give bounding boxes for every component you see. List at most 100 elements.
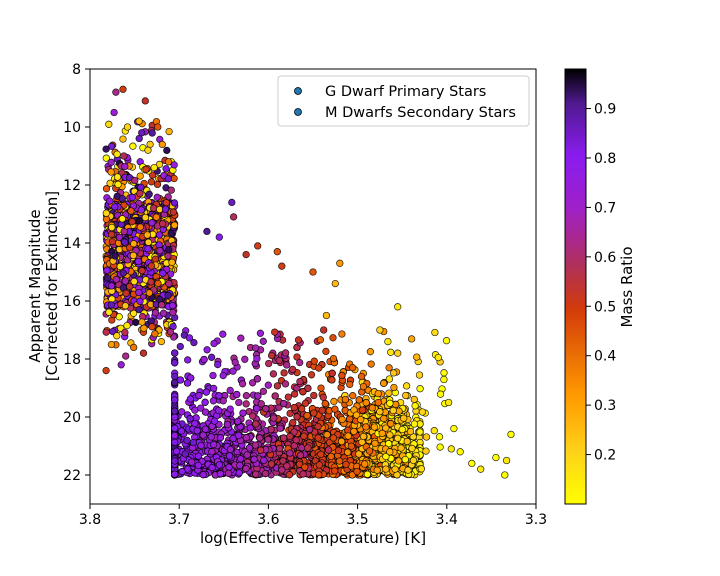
m-dwarf-point	[418, 408, 427, 416]
g-dwarf-point	[130, 343, 138, 352]
m-dwarf-point	[410, 395, 418, 404]
m-dwarf-point	[171, 424, 179, 432]
m-dwarf-point	[202, 388, 210, 396]
m-dwarf-point	[334, 446, 343, 455]
g-dwarf-point	[144, 146, 152, 154]
y-tick-label: 10	[63, 120, 81, 136]
m-dwarf-point	[273, 248, 281, 256]
g-dwarf-point	[165, 127, 173, 136]
x-tick-label: 3.6	[257, 512, 279, 528]
m-dwarf-point	[501, 471, 509, 479]
g-dwarf-point	[119, 135, 127, 143]
m-dwarf-point	[225, 463, 233, 471]
m-dwarf-point	[238, 380, 247, 388]
m-dwarf-point	[215, 406, 223, 415]
m-dwarf-point	[440, 375, 448, 384]
y-tick-label: 8	[72, 62, 81, 78]
m-dwarf-point	[219, 330, 227, 338]
m-dwarf-point	[402, 391, 410, 400]
y-tick-label: 12	[63, 178, 81, 194]
m-dwarf-point	[416, 385, 424, 393]
m-dwarf-point	[271, 392, 279, 400]
m-dwarf-point	[252, 420, 260, 428]
m-dwarf-point	[231, 358, 239, 366]
g-dwarf-point	[164, 175, 173, 183]
m-dwarf-point	[278, 262, 286, 270]
g-dwarf-point	[168, 301, 177, 310]
m-dwarf-point	[225, 452, 234, 460]
g-dwarf-point	[123, 123, 132, 131]
m-dwarf-point	[233, 390, 241, 399]
m-dwarf-point	[300, 432, 308, 440]
m-dwarf-point	[357, 372, 366, 381]
m-dwarf-point	[207, 433, 215, 441]
m-dwarf-point	[210, 440, 218, 449]
m-dwarf-point	[276, 424, 284, 432]
g-dwarf-point	[153, 193, 161, 201]
m-dwarf-point	[398, 425, 406, 434]
m-dwarf-point	[366, 348, 375, 356]
m-dwarf-point	[228, 198, 236, 207]
m-dwarf-point	[447, 445, 455, 453]
m-dwarf-point	[350, 427, 358, 436]
m-dwarf-point	[444, 398, 453, 407]
m-dwarf-point	[275, 356, 283, 365]
m-dwarf-point	[402, 382, 411, 390]
m-dwarf-point	[171, 470, 179, 478]
m-dwarf-point	[378, 429, 386, 437]
m-dwarf-point	[261, 469, 270, 478]
y-tick-label: 18	[63, 352, 81, 368]
m-dwarf-point	[171, 413, 179, 421]
g-dwarf-point	[105, 120, 113, 128]
m-dwarf-point	[219, 397, 227, 405]
m-dwarf-point	[256, 446, 265, 454]
m-dwarf-point	[413, 353, 421, 361]
m-dwarf-point	[216, 434, 225, 442]
x-tick-label: 3.8	[79, 512, 101, 528]
m-dwarf-point	[431, 328, 439, 337]
colorbar-tick-label: 0.3	[594, 398, 616, 414]
m-dwarf-point	[322, 311, 331, 320]
m-dwarf-point	[394, 303, 402, 311]
m-dwarf-point	[298, 405, 306, 413]
m-dwarf-point	[411, 402, 419, 410]
g-dwarf-point	[141, 97, 149, 105]
colorbar-tick-label: 0.7	[594, 200, 616, 216]
m-dwarf-point	[252, 470, 260, 478]
m-dwarf-point	[186, 395, 195, 403]
g-dwarf-point	[102, 185, 111, 193]
m-dwarf-point	[285, 471, 294, 479]
m-dwarf-point	[347, 442, 356, 450]
m-dwarf-point	[281, 380, 290, 388]
m-dwarf-point	[353, 467, 361, 476]
g-dwarf-point	[165, 280, 173, 288]
m-dwarf-point	[296, 377, 304, 386]
m-dwarf-point	[390, 383, 398, 392]
m-dwarf-point	[185, 334, 194, 342]
m-dwarf-point	[248, 379, 257, 387]
m-dwarf-point	[281, 349, 290, 357]
m-dwarf-point	[236, 455, 245, 463]
g-dwarf-point	[135, 306, 143, 314]
m-dwarf-point	[171, 359, 179, 367]
m-dwarf-point	[394, 434, 402, 442]
m-dwarf-point	[338, 330, 346, 338]
g-dwarf-point	[135, 117, 143, 125]
g-dwarf-point	[137, 206, 145, 214]
g-dwarf-point	[118, 215, 126, 223]
m-dwarf-point	[256, 329, 265, 337]
m-dwarf-point	[183, 379, 192, 387]
m-dwarf-point	[210, 417, 219, 425]
m-dwarf-point	[442, 337, 451, 345]
g-dwarf-point	[141, 213, 150, 222]
m-dwarf-point	[289, 419, 297, 427]
g-dwarf-point	[107, 340, 116, 349]
m-dwarf-point	[341, 395, 350, 404]
colorbar-label: Mass Ratio	[618, 246, 636, 327]
m-dwarf-point	[507, 430, 515, 439]
m-dwarf-point	[338, 415, 346, 424]
m-dwarf-point	[252, 344, 260, 352]
m-dwarf-point	[329, 354, 338, 363]
legend-marker-m-dwarf	[294, 108, 302, 116]
